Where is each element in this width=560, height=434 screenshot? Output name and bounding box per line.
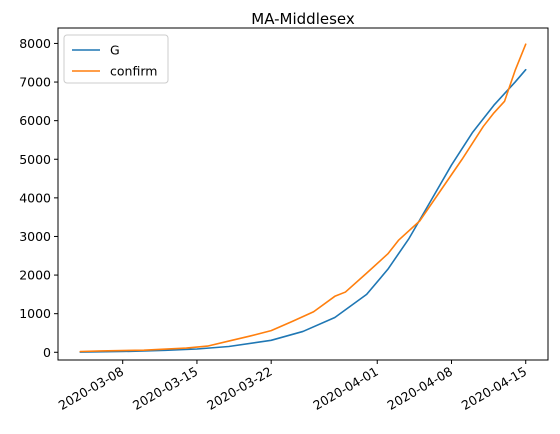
series-lines bbox=[79, 43, 527, 353]
y-tick-label: 3000 bbox=[19, 229, 51, 244]
y-tick-label: 8000 bbox=[19, 36, 51, 51]
y-tick-label: 7000 bbox=[19, 75, 51, 90]
series-line-confirm bbox=[79, 43, 527, 353]
plot-frame bbox=[57, 27, 549, 361]
series-line-g bbox=[79, 68, 527, 353]
y-tick-label: 6000 bbox=[19, 113, 51, 128]
y-tick-label: 2000 bbox=[19, 268, 51, 283]
x-tick-label: 2020-04-15 bbox=[459, 364, 529, 413]
x-axis: 2020-03-08 2020-03-15 2020-03-22 2020-04-01… bbox=[56, 360, 529, 413]
y-tick-label: 5000 bbox=[19, 152, 51, 167]
x-tick-label: 2020-03-08 bbox=[56, 364, 126, 413]
x-tick-label: 2020-04-01 bbox=[310, 364, 380, 413]
y-tick-label: 0 bbox=[43, 345, 51, 360]
legend-label-confirm: confirm bbox=[110, 64, 157, 79]
chart-title: MA-Middlesex bbox=[251, 10, 355, 28]
y-axis: 0 1000 2000 3000 4000 5000 6000 7000 8000 bbox=[19, 36, 58, 360]
x-tick-label: 2020-03-22 bbox=[204, 364, 274, 413]
y-tick-label: 1000 bbox=[19, 306, 51, 321]
x-tick-label: 2020-03-15 bbox=[130, 364, 200, 413]
legend-label-g: G bbox=[110, 43, 120, 58]
x-tick-label: 2020-04-08 bbox=[385, 364, 455, 413]
y-tick-label: 4000 bbox=[19, 190, 51, 205]
